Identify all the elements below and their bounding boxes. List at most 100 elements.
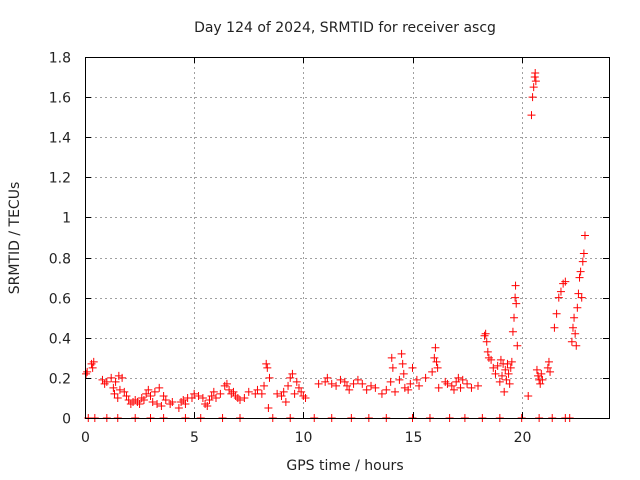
data-point [345, 385, 354, 394]
y-tick-label: 0 [62, 412, 71, 428]
data-point [131, 395, 140, 404]
data-point [198, 393, 207, 402]
data-point [88, 363, 97, 372]
data-point [467, 383, 476, 392]
data-point [391, 387, 400, 396]
data-point [503, 359, 512, 368]
data-point [570, 313, 579, 322]
data-point [371, 383, 380, 392]
data-point [572, 341, 581, 350]
data-point [386, 377, 395, 386]
data-point [538, 375, 547, 384]
data-point [452, 377, 461, 386]
data-point [441, 377, 450, 386]
data-point [511, 293, 520, 302]
data-point [456, 383, 465, 392]
data-point [279, 387, 288, 396]
data-point [122, 391, 131, 400]
data-point [397, 349, 406, 358]
data-point [229, 387, 238, 396]
data-point [430, 353, 439, 362]
data-point [489, 363, 498, 372]
data-point [87, 359, 96, 368]
data-point [157, 401, 166, 410]
data-point [434, 383, 443, 392]
data-point [431, 343, 440, 352]
data-point [487, 355, 496, 364]
x-tick-label: 0 [81, 430, 90, 446]
data-point [133, 397, 142, 406]
data-point [580, 231, 589, 240]
data-point [155, 383, 164, 392]
data-point [576, 267, 585, 276]
data-point [552, 309, 561, 318]
y-axis-label: SRMTID / TECUs [7, 182, 23, 295]
data-point [139, 395, 148, 404]
data-point [571, 329, 580, 338]
data-point [159, 391, 168, 400]
data-point [506, 363, 515, 372]
data-point [264, 403, 273, 412]
y-tick-label: 1.2 [49, 171, 71, 187]
data-point [174, 403, 183, 412]
data-point [574, 289, 583, 298]
data-point [273, 389, 282, 398]
data-point [387, 353, 396, 362]
data-point [513, 341, 522, 350]
data-point [161, 395, 170, 404]
data-point [83, 367, 92, 376]
data-point [484, 353, 493, 362]
data-point [449, 385, 458, 394]
x-tick-label: 5 [190, 430, 199, 446]
data-point [150, 387, 159, 396]
data-point [181, 399, 190, 408]
data-point [443, 379, 452, 388]
data-point [577, 293, 586, 302]
data-point [110, 389, 119, 398]
data-point [135, 399, 144, 408]
y-tick-label: 0.2 [49, 372, 71, 388]
data-point [495, 377, 504, 386]
data-point [277, 391, 286, 400]
data-point [432, 357, 441, 366]
y-tick-label: 1.4 [49, 131, 71, 147]
x-axis-label: GPS time / hours [286, 458, 403, 474]
data-point [400, 383, 409, 392]
data-point [144, 385, 153, 394]
data-point [362, 385, 371, 394]
data-point [137, 393, 146, 402]
data-point [257, 389, 266, 398]
data-point [575, 273, 584, 282]
data-point [168, 397, 177, 406]
data-point [120, 387, 129, 396]
x-tick-label: 20 [514, 430, 532, 446]
data-point [353, 375, 362, 384]
data-point [236, 395, 245, 404]
data-point [367, 381, 376, 390]
data-point [559, 279, 568, 288]
data-point [507, 357, 516, 366]
data-point [496, 355, 505, 364]
data-point [512, 299, 521, 308]
data-point [501, 365, 510, 374]
data-point [532, 365, 541, 374]
data-point [421, 373, 430, 382]
data-point [225, 385, 234, 394]
data-point [314, 379, 323, 388]
data-point [415, 381, 424, 390]
data-point [343, 381, 351, 390]
data-point [98, 375, 107, 384]
data-point [89, 357, 98, 366]
data-point [209, 387, 218, 396]
data-point [561, 277, 570, 286]
data-point [498, 371, 507, 380]
y-tick-label: 0.6 [49, 292, 71, 308]
data-point [546, 367, 555, 376]
x-tick-label: 15 [405, 430, 423, 446]
data-point [556, 287, 565, 296]
data-point [458, 375, 467, 384]
data-point [502, 375, 511, 384]
data-point [187, 393, 196, 402]
data-point [263, 363, 272, 372]
